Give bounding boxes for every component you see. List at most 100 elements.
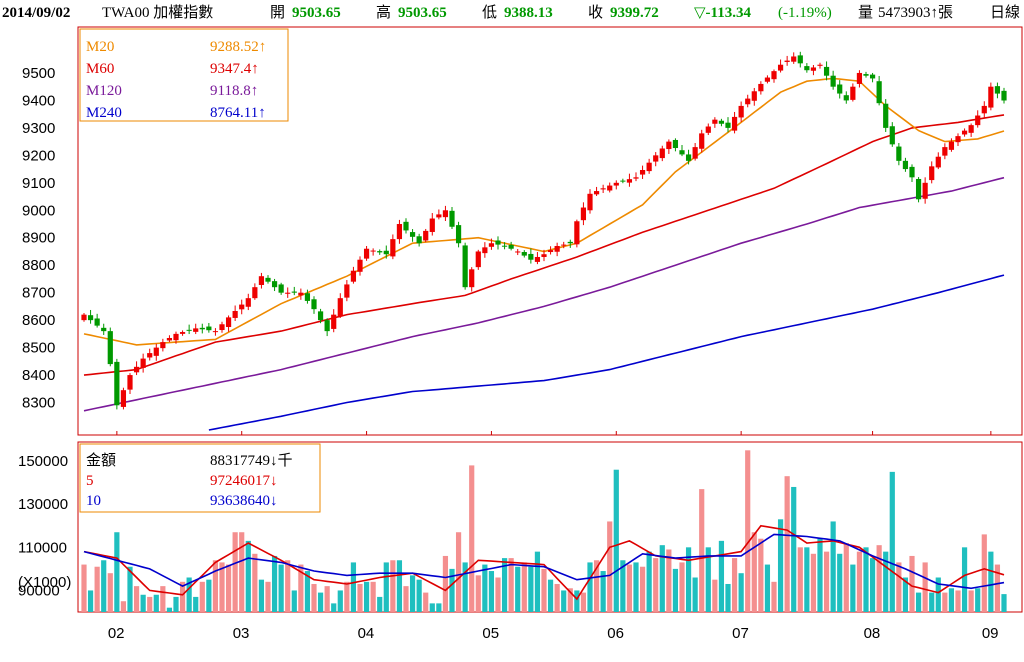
candle-body xyxy=(377,251,383,253)
volume-bar xyxy=(416,579,422,612)
candle-body xyxy=(133,366,140,373)
volume-bar xyxy=(317,592,324,612)
candle-body xyxy=(751,91,757,101)
candle-body xyxy=(817,64,823,66)
volume-bar xyxy=(501,558,508,612)
close-label: 收 xyxy=(588,5,604,21)
volume-bar xyxy=(994,564,1001,612)
volume-bar xyxy=(541,568,547,612)
volume-bar xyxy=(304,571,311,612)
change-percent: (-1.19%) xyxy=(778,5,832,21)
candle-body xyxy=(672,139,679,149)
legend-m240-value: 8764.11↑ xyxy=(210,105,266,121)
candle-body xyxy=(127,375,133,390)
price-panel-frame xyxy=(77,26,1023,436)
candle-body xyxy=(876,81,882,104)
candle-body xyxy=(120,390,127,407)
price-tick-label: 9100 xyxy=(22,175,55,192)
volume-bar xyxy=(758,538,764,612)
candle-body xyxy=(219,324,225,331)
volume-bar xyxy=(804,547,810,612)
volume-bar xyxy=(436,603,442,612)
candle-body xyxy=(501,245,508,247)
candle-body xyxy=(436,214,442,218)
candle-body xyxy=(567,241,573,244)
candle-body xyxy=(745,98,751,105)
volume-bar xyxy=(291,590,297,612)
candle-body xyxy=(837,84,843,94)
candle-body xyxy=(850,86,856,100)
open-label: 開 xyxy=(270,5,286,21)
volume-bar xyxy=(475,575,481,612)
candle-body xyxy=(166,337,173,341)
volume-bar xyxy=(344,581,350,612)
candle-body xyxy=(561,244,567,246)
legend-vma10-value: 93638640↓ xyxy=(210,493,278,509)
volume-bar xyxy=(922,562,928,612)
volume-bar xyxy=(87,590,94,612)
candle-body xyxy=(409,232,416,237)
volume-bar xyxy=(547,579,554,612)
candle-body xyxy=(955,136,961,143)
price-tick-label: 9300 xyxy=(22,120,55,137)
ma240-line xyxy=(208,274,1005,431)
volume-bar xyxy=(1001,594,1007,612)
volume-bar xyxy=(409,575,416,612)
volume-bar xyxy=(679,562,685,612)
candle-body xyxy=(666,141,672,150)
candle-body xyxy=(495,240,501,245)
candle-body xyxy=(797,55,803,64)
legend-amount-name: 金額 xyxy=(86,452,116,469)
candle-body xyxy=(653,155,659,162)
volume-bar xyxy=(390,560,396,612)
low-label: 低 xyxy=(482,5,498,21)
candle-body xyxy=(620,180,626,182)
volume-bar xyxy=(685,547,692,612)
candle-body xyxy=(718,120,725,124)
candle-body xyxy=(304,293,311,301)
candle-body xyxy=(193,328,199,332)
volume-bar xyxy=(357,583,363,612)
price-tick-label: 8500 xyxy=(22,340,55,357)
volume-bar xyxy=(929,592,935,612)
volume-bar xyxy=(830,521,836,612)
volume-bar xyxy=(482,564,488,612)
volume-y-axis: 90000 110000 130000 150000 xyxy=(18,453,68,599)
candle-body xyxy=(915,178,922,200)
candle-body xyxy=(94,318,100,326)
candle-body xyxy=(206,326,212,331)
volume-bar xyxy=(271,555,278,612)
volume-bar xyxy=(225,564,232,612)
month-tick-label: 08 xyxy=(864,625,881,642)
volume-bar xyxy=(850,564,856,612)
volume-bar xyxy=(153,594,159,612)
volume-bar xyxy=(120,601,127,612)
volume-bar xyxy=(488,571,495,612)
volume-bar xyxy=(173,596,179,612)
candle-body xyxy=(396,224,403,240)
candle-body xyxy=(554,245,560,252)
volume-bars xyxy=(81,450,1007,612)
candle-body xyxy=(541,254,547,257)
candle-body xyxy=(153,347,159,356)
volume-bar xyxy=(784,476,790,612)
volume-bar xyxy=(961,547,968,612)
volume-bar xyxy=(718,540,725,612)
volume-bar xyxy=(278,564,284,612)
volume-bar xyxy=(771,581,777,612)
volume-tick-label: 130000 xyxy=(18,496,68,513)
volume-bar xyxy=(745,450,751,612)
candle-body xyxy=(968,125,974,133)
volume-bar xyxy=(469,465,475,612)
candle-body xyxy=(692,147,698,159)
open-value: 9503.65 xyxy=(292,5,341,21)
candle-body xyxy=(534,256,541,262)
candle-body xyxy=(1001,90,1007,101)
volume-bar xyxy=(508,558,514,612)
price-tick-label: 9400 xyxy=(22,92,55,109)
candle-body xyxy=(462,245,468,288)
candle-body xyxy=(547,250,554,253)
volume-bar xyxy=(633,562,639,612)
volume-bar xyxy=(193,596,199,612)
price-tick-label: 8400 xyxy=(22,367,55,384)
